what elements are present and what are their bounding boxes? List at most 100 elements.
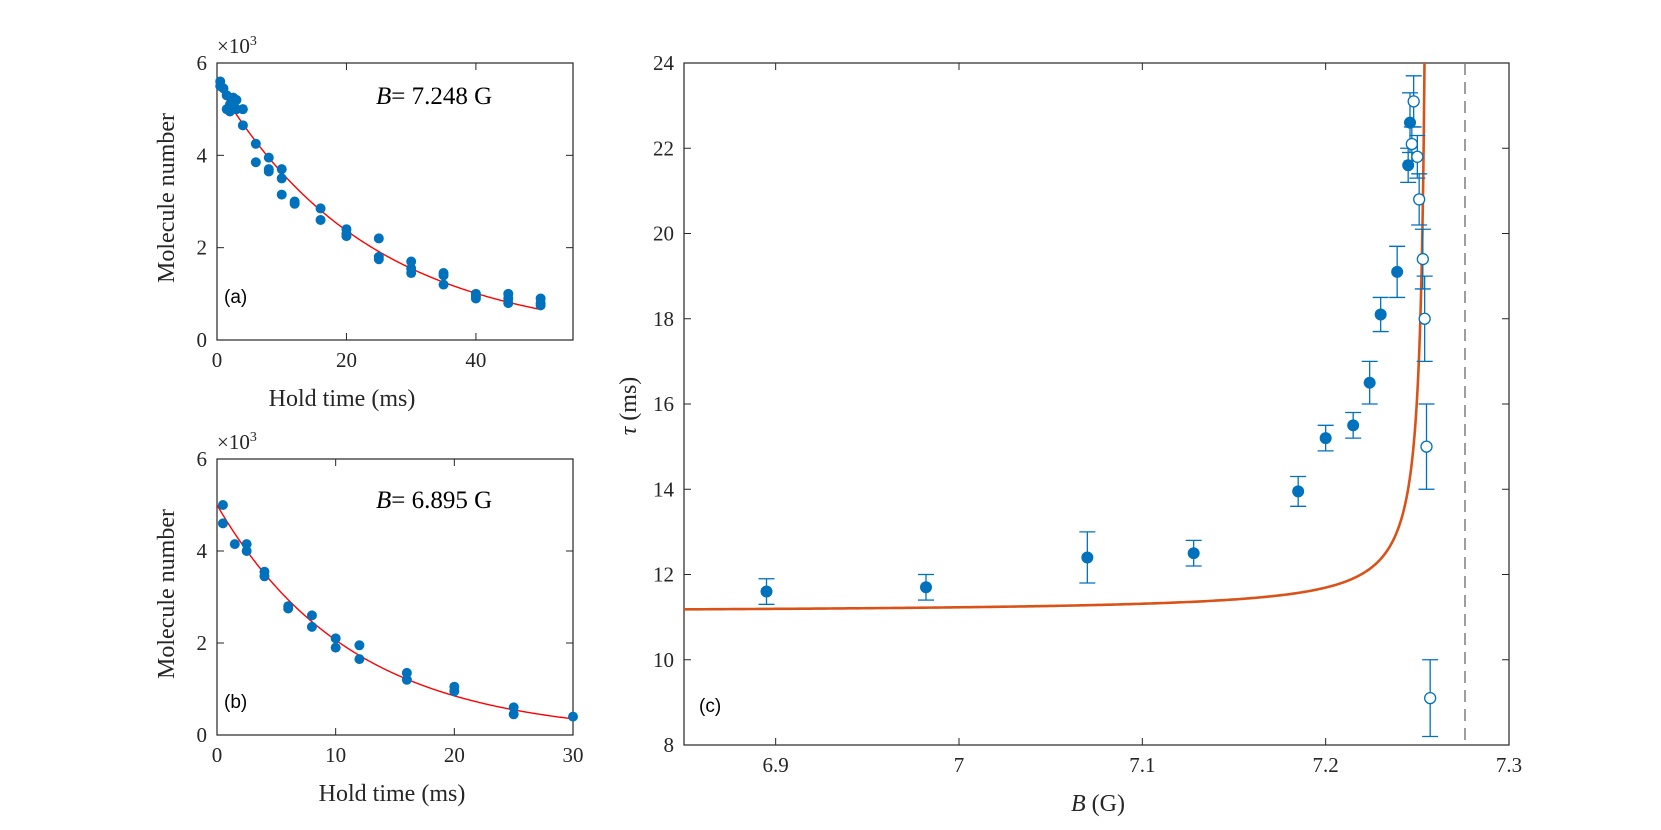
panel-a-xlabel: Hold time (ms) [269, 386, 416, 412]
panel-c-plot-area [683, 62, 1510, 746]
panel-b-plot-area [216, 458, 574, 736]
panel-c-axes-box [683, 62, 1510, 746]
panel-a-data-point [535, 300, 546, 311]
panel-b-data-point [283, 603, 294, 614]
panel-a-xtick-label: 20 [336, 348, 357, 372]
panel-c-data-point-open [1420, 440, 1433, 453]
panel-b-ytick-label: 2 [197, 631, 208, 655]
panel-a-data-point [438, 270, 449, 281]
panel-b-annotation-symbol: B [376, 487, 391, 514]
panel-b-xlabel: Hold time (ms) [319, 781, 466, 807]
panel-b-ytick-label: 6 [197, 447, 208, 471]
panel-a-data-point [373, 233, 384, 244]
panel-b-data-point [241, 539, 252, 550]
panel-b-ytick-label: 4 [197, 539, 208, 563]
panel-a-plot-area [216, 62, 574, 341]
panel-b-xtick-label: 30 [563, 743, 584, 767]
panel-b-xtick-label: 10 [325, 743, 346, 767]
panel-a-axes-box [216, 62, 574, 341]
panel-a-data-point [315, 203, 326, 214]
panel-c-data-point-open [1416, 252, 1429, 266]
panel-a-data-point [503, 298, 514, 309]
panel-a-annotation-symbol: B [376, 83, 391, 110]
panel-c-fit-layer [684, 63, 1426, 611]
panel-b-data-point [306, 621, 317, 632]
panel-c-xlabel-symbol: B [1071, 791, 1086, 817]
panel-a-annotation: B= 7.248 G [376, 83, 492, 110]
panel-c-xtick-label: 6.9 [763, 753, 789, 777]
panel-a-data-point [250, 138, 261, 149]
panel-c-data-point-filled [1292, 485, 1305, 498]
panel-c-data-point-filled [1187, 547, 1200, 560]
panel-b-data-point [508, 709, 519, 720]
panel-c-ytick-label: 10 [653, 648, 674, 672]
panel-c-ytick-label: 16 [653, 392, 674, 416]
panel-a-data-point [276, 164, 287, 175]
panel-b-data-point [401, 674, 412, 685]
panel-a-ytick-label: 4 [197, 143, 208, 167]
panel-a-xtick-label: 40 [465, 348, 486, 372]
panel-c-data-point-filled [1363, 376, 1376, 389]
panel-c-ylabel: τ (ms) [616, 377, 642, 436]
panel-a-data-point [250, 157, 261, 168]
panel-c-xlabel-unit: (G) [1086, 791, 1125, 817]
panel-c-ytick-label: 18 [653, 307, 674, 331]
panel-c-data-point-open [1413, 193, 1426, 206]
panel-a-xtick-label: 0 [212, 348, 223, 372]
panel-b-ytick-label: 0 [197, 723, 208, 747]
panel-b-ticks: 0 10 20 30 0 2 4 6 [197, 447, 584, 767]
panel-b-xtick-label: 0 [212, 743, 223, 767]
panel-c-xtick-label: 7.1 [1129, 753, 1155, 777]
panel-c-data-point-filled [1347, 419, 1360, 432]
panel-a-data-point [237, 104, 248, 115]
panel-a-points [215, 76, 546, 311]
panel-c-data-point-filled [920, 581, 932, 594]
panel-a-label: (a) [224, 287, 247, 308]
panel-b-y-multiplier-base: ×10 [217, 430, 250, 454]
panel-b-data-point [330, 633, 341, 644]
panel-b-axes-box [216, 458, 574, 736]
panel-c-data-point-filled [1404, 116, 1416, 129]
panel-a-data-point [315, 214, 326, 225]
panel-b-data-point [330, 642, 341, 653]
panel-c-ticks: 6.9 7 7.1 7.2 7.3 8 10 12 14 16 18 20 22 24 [653, 51, 1522, 777]
panel-a-y-multiplier: ×103 [217, 34, 257, 58]
panel-c-ytick-label: 12 [653, 563, 674, 587]
panel-c-ytick-label: 24 [653, 51, 675, 75]
panel-c-xlabel: B (G) [1071, 791, 1125, 817]
panel-b-data-point [508, 702, 519, 713]
panel-b-data-point [217, 518, 228, 529]
panel-a-data-point [438, 279, 449, 290]
panel-b-data-point [217, 500, 228, 510]
panel-a-data-point [406, 268, 417, 279]
panel-c-data-point-filled [1319, 432, 1332, 445]
panel-c-ytick-label: 8 [664, 733, 675, 757]
panel-c-label: (c) [699, 696, 721, 717]
panel-b-data-point [229, 539, 240, 550]
panel-b-ylabel: Molecule number [154, 509, 180, 679]
panel-a-ytick-label: 2 [197, 236, 208, 260]
panel-b-data-point [568, 711, 578, 722]
panel-c-data-point-filled [1402, 159, 1415, 172]
panel-b-data-point [401, 667, 412, 678]
panel-a-data-point [231, 94, 242, 105]
panel-c-xtick-label: 7.2 [1313, 753, 1339, 777]
panel-b-annotation-text: = 6.895 G [391, 487, 492, 514]
panel-a-ylabel: Molecule number [154, 113, 180, 283]
panel-a-data-point [289, 198, 300, 209]
panel-a-data-point [470, 293, 481, 304]
panel-a-y-multiplier-base: ×10 [217, 34, 250, 58]
panel-c-fit-curve [684, 63, 1426, 611]
panel-c-ytick-label: 14 [653, 477, 675, 501]
panel-b-data-point [449, 686, 460, 697]
panel-c-points [758, 75, 1439, 738]
panel-a-data-point [237, 120, 248, 131]
panel-a-data-point [406, 256, 417, 267]
panel-b-xtick-label: 20 [444, 743, 465, 767]
panel-c-data-point-open [1418, 312, 1431, 325]
panel-c-data-point-filled [1081, 551, 1094, 564]
panel-a-data-point [341, 231, 352, 242]
panel-a-data-point [373, 254, 384, 265]
panel-c: 6.9 7 7.1 7.2 7.3 8 10 12 14 16 18 20 22 24 B (G) τ (… [616, 51, 1522, 817]
panel-c-xtick-label: 7.3 [1496, 753, 1522, 777]
